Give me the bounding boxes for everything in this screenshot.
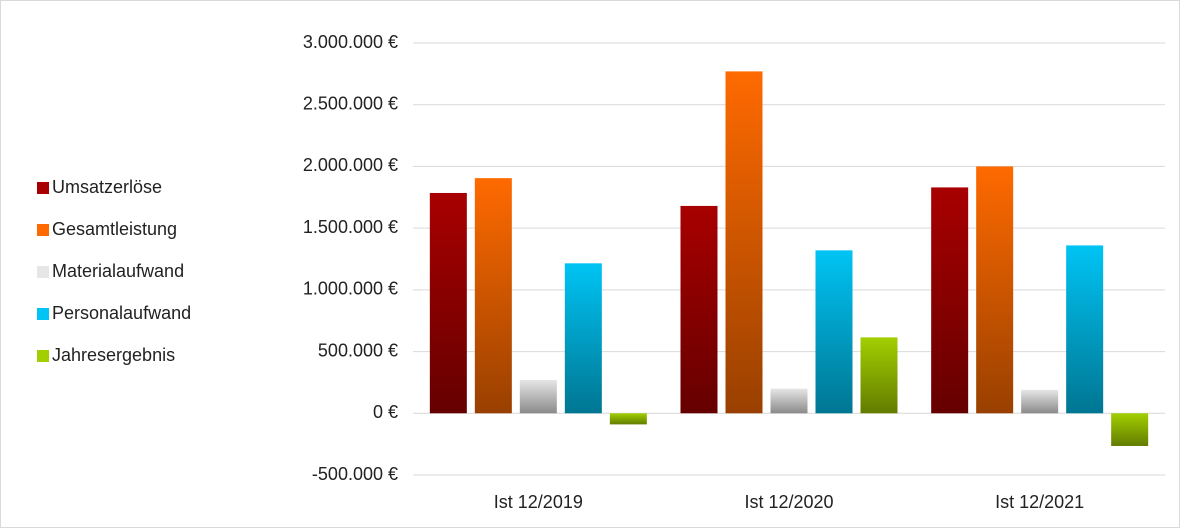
legend-label: Jahresergebnis — [52, 345, 175, 365]
bar — [860, 337, 898, 414]
legend-swatch — [37, 182, 49, 194]
y-tick-label: 1.000.000 € — [303, 279, 398, 299]
bar — [564, 263, 602, 414]
y-tick-label: 2.000.000 € — [303, 155, 398, 175]
x-tick-label: Ist 12/2021 — [995, 492, 1084, 512]
y-tick-label: -500.000 € — [312, 464, 398, 484]
legend-swatch — [37, 308, 49, 320]
y-tick-label: 1.500.000 € — [303, 217, 398, 237]
bar — [976, 166, 1014, 414]
legend-swatch — [37, 266, 49, 278]
legend-label: Umsatzerlöse — [52, 177, 162, 197]
bar — [609, 413, 647, 425]
bar — [931, 187, 969, 414]
legend-label: Materialaufwand — [52, 261, 184, 281]
legend-label: Gesamtleistung — [52, 219, 177, 239]
bar — [1111, 413, 1149, 446]
bar — [429, 192, 467, 414]
legend-label: Personalaufwand — [52, 303, 191, 323]
y-tick-label: 0 € — [373, 402, 398, 422]
bar — [815, 250, 853, 414]
bar — [519, 379, 557, 414]
x-tick-label: Ist 12/2019 — [494, 492, 583, 512]
bar — [1066, 245, 1104, 414]
bar — [1021, 389, 1059, 414]
bar — [474, 178, 512, 414]
legend-swatch — [37, 350, 49, 362]
legend-swatch — [37, 224, 49, 236]
y-tick-label: 500.000 € — [318, 340, 398, 360]
y-tick-label: 3.000.000 € — [303, 32, 398, 52]
bar — [680, 205, 718, 414]
y-tick-label: 2.500.000 € — [303, 93, 398, 113]
bar — [770, 388, 808, 414]
bar — [725, 71, 763, 414]
x-tick-label: Ist 12/2020 — [744, 492, 833, 512]
